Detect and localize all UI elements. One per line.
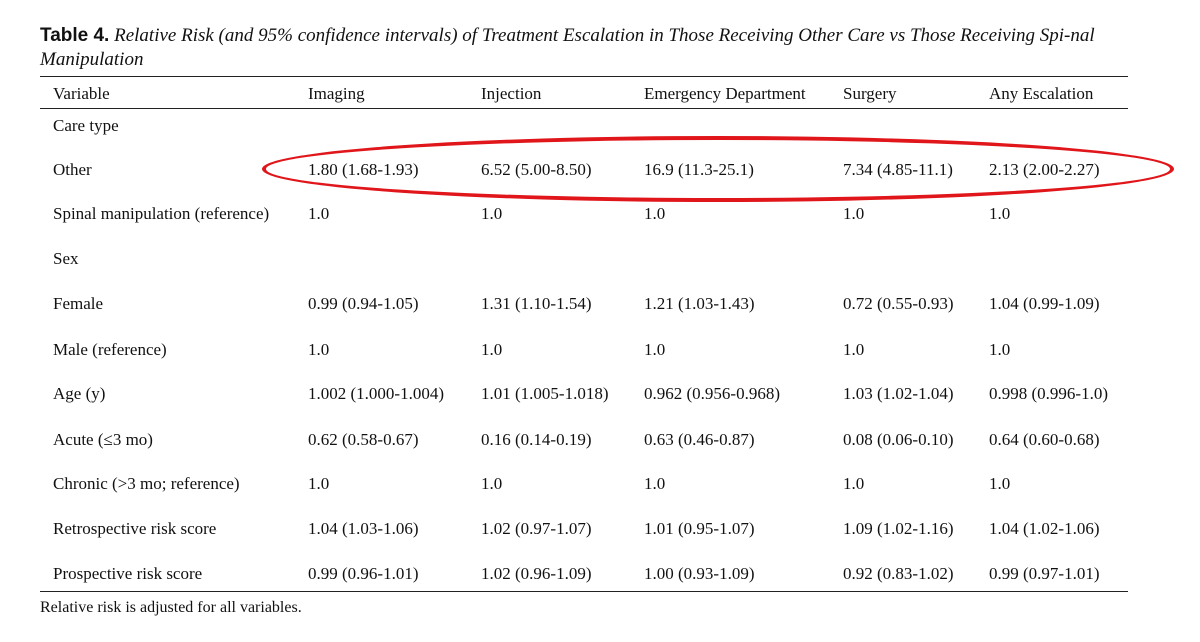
table-cell: 1.21 (1.03-1.43) bbox=[644, 294, 755, 313]
table-cell: 1.01 (1.005-1.018) bbox=[481, 384, 609, 403]
table-cell: 1.03 (1.02-1.04) bbox=[843, 384, 954, 403]
table-cell: 1.80 (1.68-1.93) bbox=[308, 160, 419, 179]
table-cell: 0.72 (0.55-0.93) bbox=[843, 294, 954, 313]
column-header: Emergency Department bbox=[644, 84, 806, 103]
table-cell: 1.0 bbox=[308, 474, 330, 493]
header-rule bbox=[40, 108, 1128, 109]
table-cell: 0.08 (0.06-0.10) bbox=[843, 430, 954, 449]
table-cell: 1.0 bbox=[481, 204, 503, 223]
table-cell: 1.02 (0.97-1.07) bbox=[481, 519, 592, 538]
column-header: Variable bbox=[53, 84, 110, 103]
table-cell: 1.0 bbox=[843, 204, 865, 223]
column-header: Any Escalation bbox=[989, 84, 1094, 103]
table-cell: 7.34 (4.85-11.1) bbox=[843, 160, 953, 179]
table-cell: 1.0 bbox=[989, 340, 1011, 359]
row-label: Sex bbox=[53, 249, 79, 268]
row-label: Male (reference) bbox=[53, 340, 167, 359]
table-cell: 1.0 bbox=[644, 340, 666, 359]
table-cell: 0.99 (0.97-1.01) bbox=[989, 564, 1100, 583]
table-cell: 2.13 (2.00-2.27) bbox=[989, 160, 1100, 179]
table-cell: 0.962 (0.956-0.968) bbox=[644, 384, 780, 403]
table-cell: 1.31 (1.10-1.54) bbox=[481, 294, 592, 313]
table-cell: 1.002 (1.000-1.004) bbox=[308, 384, 444, 403]
table-cell: 1.0 bbox=[644, 474, 666, 493]
table-cell: 1.0 bbox=[481, 340, 503, 359]
table-cell: 1.0 bbox=[989, 204, 1011, 223]
table-cell: 0.92 (0.83-1.02) bbox=[843, 564, 954, 583]
table-cell: 6.52 (5.00-8.50) bbox=[481, 160, 592, 179]
table-title: Relative Risk (and 95% confidence interv… bbox=[40, 25, 1095, 70]
top-rule bbox=[40, 76, 1128, 77]
table-cell: 1.0 bbox=[308, 340, 330, 359]
row-label: Acute (≤3 mo) bbox=[53, 430, 153, 449]
row-label: Female bbox=[53, 294, 104, 313]
table-footnote: Relative risk is adjusted for all variab… bbox=[40, 599, 302, 616]
bottom-rule bbox=[40, 591, 1128, 592]
column-header: Imaging bbox=[308, 84, 365, 103]
table-cell: 16.9 (11.3-25.1) bbox=[644, 160, 754, 179]
table-cell: 0.99 (0.94-1.05) bbox=[308, 294, 419, 313]
column-header: Injection bbox=[481, 84, 542, 103]
column-header: Surgery bbox=[843, 84, 897, 103]
table-cell: 0.998 (0.996-1.0) bbox=[989, 384, 1108, 403]
table-caption: Table 4. Relative Risk (and 95% confiden… bbox=[40, 24, 1140, 72]
table-cell: 1.0 bbox=[644, 204, 666, 223]
row-label: Age (y) bbox=[53, 384, 106, 403]
table-cell: 0.99 (0.96-1.01) bbox=[308, 564, 419, 583]
table-cell: 0.16 (0.14-0.19) bbox=[481, 430, 592, 449]
row-label: Other bbox=[53, 160, 92, 179]
table-cell: 1.0 bbox=[843, 474, 865, 493]
table-cell: 1.00 (0.93-1.09) bbox=[644, 564, 755, 583]
table-cell: 1.0 bbox=[481, 474, 503, 493]
row-label: Prospective risk score bbox=[53, 564, 203, 583]
table-cell: 0.64 (0.60-0.68) bbox=[989, 430, 1100, 449]
row-label: Chronic (>3 mo; reference) bbox=[53, 474, 240, 493]
table-cell: 1.0 bbox=[843, 340, 865, 359]
table-cell: 1.01 (0.95-1.07) bbox=[644, 519, 755, 538]
row-label: Care type bbox=[53, 116, 119, 135]
table-cell: 1.04 (0.99-1.09) bbox=[989, 294, 1100, 313]
table-cell: 1.04 (1.03-1.06) bbox=[308, 519, 419, 538]
table-label: Table 4. bbox=[40, 25, 110, 46]
table-cell: 1.04 (1.02-1.06) bbox=[989, 519, 1100, 538]
table-cell: 0.62 (0.58-0.67) bbox=[308, 430, 419, 449]
table-cell: 1.0 bbox=[308, 204, 330, 223]
table-cell: 1.09 (1.02-1.16) bbox=[843, 519, 954, 538]
table-cell: 1.0 bbox=[989, 474, 1011, 493]
row-label: Spinal manipulation (reference) bbox=[53, 204, 270, 223]
table-cell: 0.63 (0.46-0.87) bbox=[644, 430, 755, 449]
row-label: Retrospective risk score bbox=[53, 519, 217, 538]
table-cell: 1.02 (0.96-1.09) bbox=[481, 564, 592, 583]
